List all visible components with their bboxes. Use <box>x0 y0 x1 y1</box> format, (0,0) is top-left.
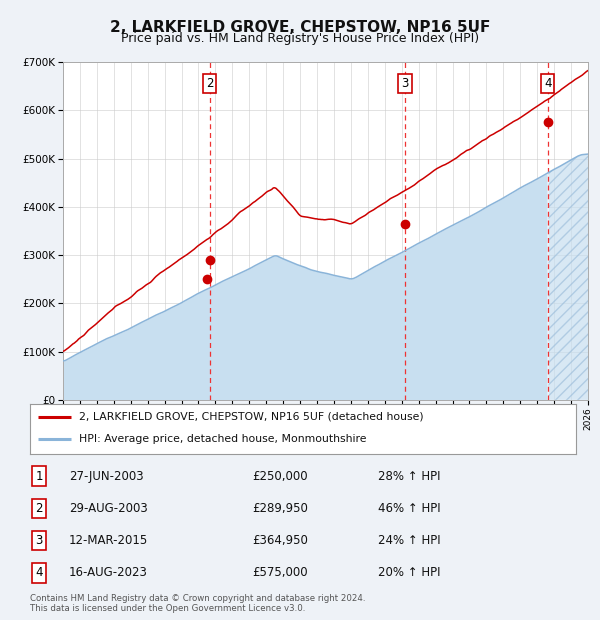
Text: £250,000: £250,000 <box>252 470 308 482</box>
Text: HPI: Average price, detached house, Monmouthshire: HPI: Average price, detached house, Monm… <box>79 435 367 445</box>
Text: 4: 4 <box>544 78 551 90</box>
Text: £575,000: £575,000 <box>252 567 308 579</box>
Text: 2, LARKFIELD GROVE, CHEPSTOW, NP16 5UF: 2, LARKFIELD GROVE, CHEPSTOW, NP16 5UF <box>110 20 490 35</box>
Text: 46% ↑ HPI: 46% ↑ HPI <box>378 502 440 515</box>
Text: 12-MAR-2015: 12-MAR-2015 <box>69 534 148 547</box>
Text: 20% ↑ HPI: 20% ↑ HPI <box>378 567 440 579</box>
Text: 4: 4 <box>35 567 43 579</box>
Text: 2, LARKFIELD GROVE, CHEPSTOW, NP16 5UF (detached house): 2, LARKFIELD GROVE, CHEPSTOW, NP16 5UF (… <box>79 412 424 422</box>
Text: 2: 2 <box>206 78 214 90</box>
Text: 3: 3 <box>401 78 409 90</box>
Text: £364,950: £364,950 <box>252 534 308 547</box>
Text: 16-AUG-2023: 16-AUG-2023 <box>69 567 148 579</box>
Text: 29-AUG-2003: 29-AUG-2003 <box>69 502 148 515</box>
Text: Contains HM Land Registry data © Crown copyright and database right 2024.
This d: Contains HM Land Registry data © Crown c… <box>30 594 365 613</box>
Text: 2: 2 <box>35 502 43 515</box>
Text: £289,950: £289,950 <box>252 502 308 515</box>
Text: 3: 3 <box>35 534 43 547</box>
Text: Price paid vs. HM Land Registry's House Price Index (HPI): Price paid vs. HM Land Registry's House … <box>121 32 479 45</box>
Text: 28% ↑ HPI: 28% ↑ HPI <box>378 470 440 482</box>
Text: 27-JUN-2003: 27-JUN-2003 <box>69 470 143 482</box>
Text: 24% ↑ HPI: 24% ↑ HPI <box>378 534 440 547</box>
Text: 1: 1 <box>35 470 43 482</box>
